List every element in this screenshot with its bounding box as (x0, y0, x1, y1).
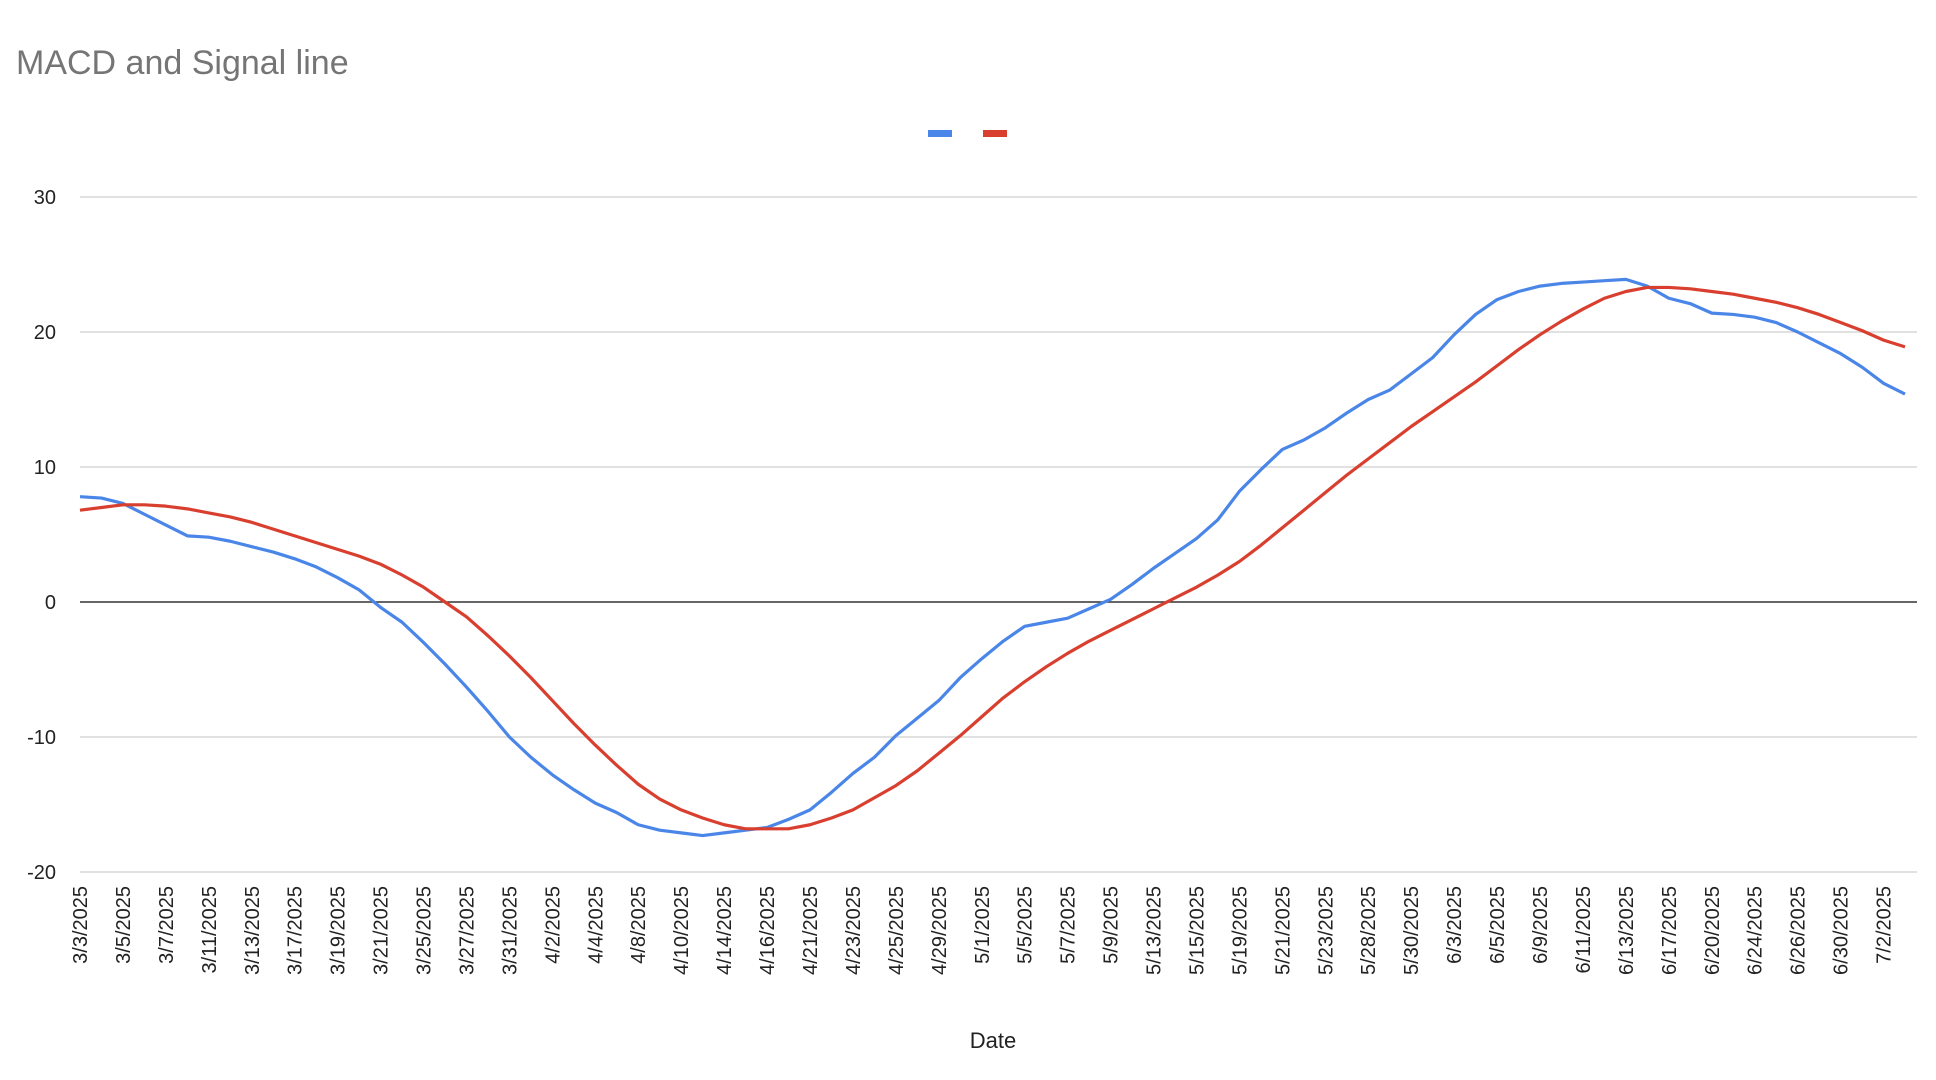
x-tick-label: 4/14/2025 (714, 886, 736, 975)
x-tick-label: 6/30/2025 (1831, 886, 1853, 975)
series-line (79, 277, 1906, 838)
x-tick-label: 5/28/2025 (1358, 886, 1380, 975)
plot (79, 277, 1906, 838)
legend-swatch (983, 130, 1007, 137)
y-tick-label: -10 (27, 727, 56, 749)
x-tick-label: 3/11/2025 (199, 886, 221, 974)
x-tick-label: 3/25/2025 (414, 886, 436, 975)
x-tick-label: 4/21/2025 (800, 886, 822, 975)
y-tick-label: 10 (34, 457, 56, 479)
y-tick-label: 20 (34, 322, 56, 344)
x-tick-label: 3/3/2025 (70, 886, 92, 964)
x-tick-label: 6/3/2025 (1444, 886, 1466, 964)
x-tick-label: 4/25/2025 (886, 886, 908, 975)
x-tick-label: 6/24/2025 (1745, 886, 1767, 975)
x-axis-title: Date (970, 1028, 1016, 1053)
y-tick-label: -20 (27, 862, 56, 884)
x-tick-label: 3/21/2025 (371, 886, 393, 975)
x-tick-label: 3/19/2025 (328, 886, 350, 975)
series-line (79, 285, 1906, 831)
x-tick-label: 6/26/2025 (1788, 886, 1810, 975)
x-tick-label: 3/5/2025 (113, 886, 135, 964)
x-tick-label: 6/13/2025 (1616, 886, 1638, 975)
x-tick-label: 6/9/2025 (1530, 886, 1552, 964)
x-tick-label: 3/17/2025 (285, 886, 307, 975)
x-tick-label: 5/1/2025 (972, 886, 994, 964)
x-tick-label: 3/27/2025 (456, 886, 478, 975)
x-tick-label: 5/30/2025 (1401, 886, 1423, 975)
y-tick-label: 30 (34, 187, 56, 209)
x-tick-label: 5/21/2025 (1272, 886, 1294, 975)
x-tick-label: 4/23/2025 (843, 886, 865, 975)
x-tick-label: 5/7/2025 (1058, 886, 1080, 964)
x-tick-label: 5/19/2025 (1229, 886, 1251, 975)
y-tick-label: 0 (45, 592, 56, 614)
x-tick-label: 3/31/2025 (499, 886, 521, 975)
x-tick-label: 6/20/2025 (1702, 886, 1724, 975)
x-tick-label: 5/15/2025 (1186, 886, 1208, 975)
x-tick-label: 6/5/2025 (1487, 886, 1509, 964)
x-tick-label: 4/4/2025 (585, 886, 607, 964)
x-tick-label: 3/13/2025 (242, 886, 264, 975)
x-tick-label: 6/17/2025 (1659, 886, 1681, 975)
x-tick-label: 6/11/2025 (1573, 886, 1595, 974)
x-tick-label: 7/2/2025 (1874, 886, 1896, 964)
x-tick-label: 4/2/2025 (542, 886, 564, 964)
x-tick-label: 4/29/2025 (929, 886, 951, 975)
x-tick-label: 4/10/2025 (671, 886, 693, 975)
x-tick-label: 5/9/2025 (1101, 886, 1123, 964)
x-tick-label: 5/23/2025 (1315, 886, 1337, 975)
x-tick-label: 4/8/2025 (628, 886, 650, 964)
x-tick-label: 3/7/2025 (156, 886, 178, 964)
grid (80, 196, 1917, 873)
x-tick-label: 4/16/2025 (757, 886, 779, 975)
x-tick-label: 5/5/2025 (1015, 886, 1037, 964)
chart-title: MACD and Signal line (16, 44, 349, 82)
axes: -20 -10 0 10 20 30 3/3/2025 3/5/2025 3/7/2025 3/1… (27, 130, 1896, 975)
legend-swatch (928, 130, 952, 137)
x-tick-label: 5/13/2025 (1144, 886, 1166, 975)
